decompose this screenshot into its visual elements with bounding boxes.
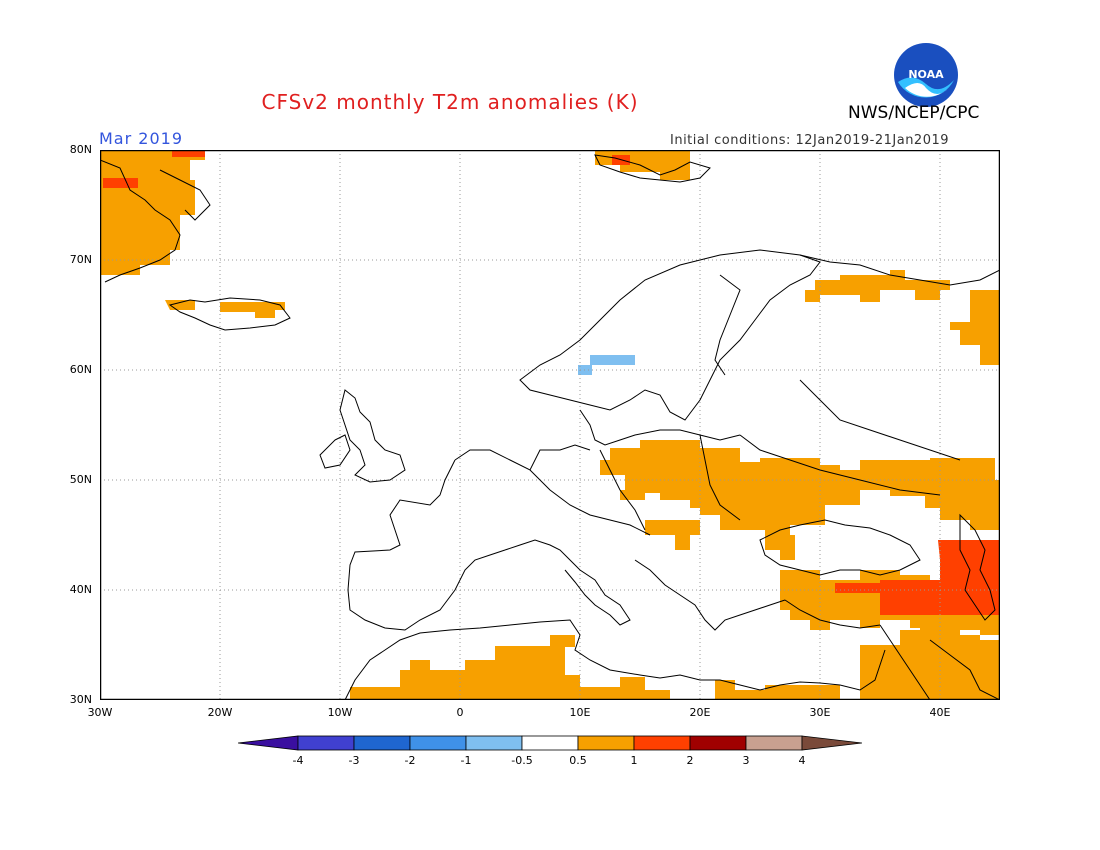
- lon-label-10e: 10E: [569, 706, 591, 719]
- lat-label-60: 60N: [69, 363, 92, 376]
- colorbar-swatch-9: [745, 735, 803, 751]
- anomaly-patches: [100, 150, 1000, 700]
- colorbar: [238, 735, 862, 751]
- colorbar-label: 2: [686, 754, 694, 767]
- colorbar-label: 3: [742, 754, 750, 767]
- colorbar-label: -2: [404, 754, 416, 767]
- anomaly-iceland: [165, 300, 285, 318]
- lat-label-80: 80N: [69, 143, 92, 156]
- initial-conditions-label: Initial conditions: 12Jan2019-21Jan2019: [670, 133, 950, 148]
- colorbar-label: 4: [798, 754, 806, 767]
- lon-label-20e: 20E: [689, 706, 711, 719]
- colorbar-label: -0.5: [511, 754, 533, 767]
- colorbar-swatch-3: [409, 735, 467, 751]
- lon-label-10w: 10W: [327, 706, 353, 719]
- colorbar-arrow-high: [801, 735, 862, 751]
- colorbar-label: 1: [630, 754, 638, 767]
- colorbar-swatch-7: [633, 735, 691, 751]
- anomaly-north-africa: [350, 635, 840, 700]
- colorbar-label: -3: [348, 754, 360, 767]
- agency-label: NWS/NCEP/CPC: [848, 103, 980, 123]
- colorbar-label: 0.5: [569, 754, 587, 767]
- anomaly-cold-patches: [578, 355, 635, 375]
- lon-label-40e: 40E: [929, 706, 951, 719]
- lat-label-50: 50N: [69, 473, 92, 486]
- coastlines: [100, 154, 1000, 700]
- anomaly-northwest-russia: [805, 270, 950, 302]
- lat-label-70: 70N: [69, 253, 92, 266]
- noaa-logo-text: NOAA: [908, 68, 944, 81]
- lat-label-40: 40N: [69, 583, 92, 596]
- anomaly-central-eastern-europe: [600, 440, 995, 550]
- lon-label-30e: 30E: [809, 706, 831, 719]
- lon-label-20w: 20W: [207, 706, 233, 719]
- colorbar-swatch-1: [297, 735, 355, 751]
- colorbar-swatch-8: [689, 735, 747, 751]
- anomaly-map: [100, 150, 1000, 700]
- colorbar-swatch-2: [353, 735, 411, 751]
- anomaly-middle-east: [860, 622, 1000, 700]
- colorbar-arrow-low: [238, 735, 299, 751]
- anomaly-southern-norway: [578, 355, 635, 375]
- colorbar-label: -4: [292, 754, 304, 767]
- lon-label-30w: 30W: [87, 706, 113, 719]
- colorbar-label: -1: [460, 754, 472, 767]
- lon-label-0: 0: [456, 706, 464, 719]
- colorbar-swatch-5: [521, 735, 579, 751]
- map-title: CFSv2 monthly T2m anomalies (K): [261, 90, 639, 114]
- colorbar-swatch-4: [465, 735, 523, 751]
- lat-label-30: 30N: [69, 693, 92, 706]
- period-label: Mar 2019: [99, 129, 183, 148]
- noaa-logo: NOAA: [893, 42, 959, 108]
- colorbar-swatch-6: [577, 735, 635, 751]
